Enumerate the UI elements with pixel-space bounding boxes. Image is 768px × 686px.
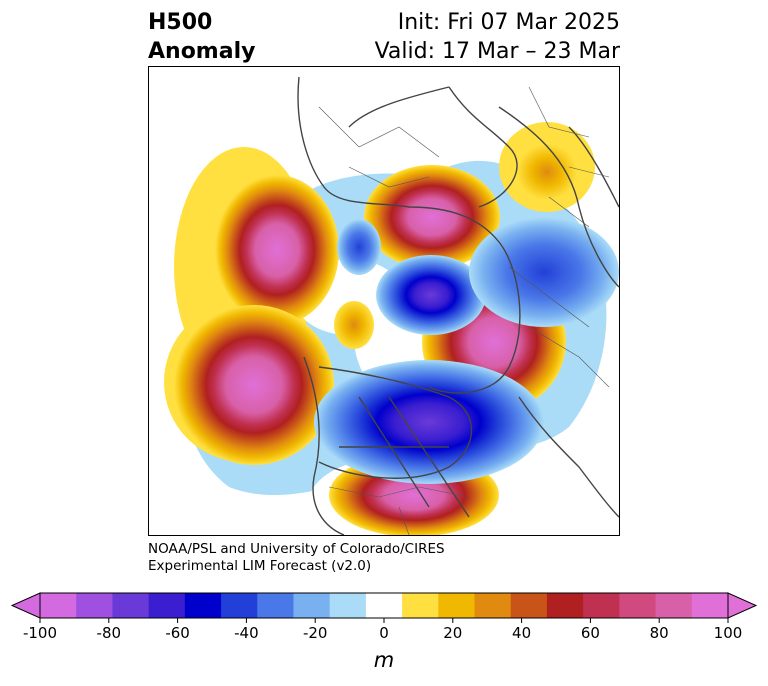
anomaly-map	[148, 66, 620, 536]
colorbar-swatch	[691, 593, 729, 618]
credit-text: NOAA/PSL and University of Colorado/CIRE…	[148, 541, 445, 575]
negative-anomaly-siberia	[337, 219, 381, 275]
colorbar-tick-label: -80	[97, 624, 122, 642]
title-field: Anomaly	[148, 39, 256, 64]
valid-range: Valid: 17 Mar – 23 Mar	[374, 39, 620, 64]
positive-anomaly-arctic	[364, 165, 500, 269]
colorbar-tick-label: -100	[23, 624, 57, 642]
colorbar-swatch	[257, 593, 294, 618]
negative-anomaly-scandinavia	[469, 217, 619, 327]
colorbar-tick-label: 80	[650, 624, 669, 642]
colorbar-swatch	[329, 593, 367, 618]
colorbar-swatch	[148, 593, 186, 618]
negative-anomaly-eastern-canada	[314, 360, 544, 484]
colorbar-swatch	[583, 593, 620, 618]
colorbar-units: m	[373, 648, 395, 672]
colorbar-swatch	[40, 593, 77, 618]
colorbar-tick-label: -40	[234, 624, 259, 642]
border-lines-layer	[318, 86, 610, 535]
colorbar-tick-label: 20	[443, 624, 462, 642]
positive-anomaly-north-pacific	[174, 305, 334, 465]
anomaly-fill-layer	[164, 122, 619, 535]
colorbar-swatch	[112, 593, 150, 618]
coastlines-layer	[297, 76, 619, 535]
colorbar-swatch	[619, 593, 657, 618]
colorbar-tick-label: 100	[714, 624, 743, 642]
positive-anomaly-minor	[334, 301, 374, 349]
map-canvas	[164, 76, 619, 535]
colorbar-swatch	[402, 593, 439, 618]
colorbar-swatch	[546, 593, 584, 618]
colorbar-svg: -100 -80 -60 -40 -20 0 20 40 60 80 100	[10, 592, 758, 642]
plot-title-left: H500 Anomaly	[148, 8, 255, 66]
title-variable: H500	[148, 10, 213, 35]
colorbar-tick-label: 60	[581, 624, 600, 642]
colorbar-swatch	[221, 593, 258, 618]
colorbar-swatch	[184, 593, 222, 618]
colorbar: -100 -80 -60 -40 -20 0 20 40 60 80 100	[0, 585, 768, 685]
colorbar-swatch	[76, 593, 113, 618]
init-date: Init: Fri 07 Mar 2025	[397, 10, 620, 35]
colorbar-tick-label: 40	[512, 624, 531, 642]
colorbar-tick-label: -20	[303, 624, 328, 642]
colorbar-tick-label: 0	[379, 624, 389, 642]
colorbar-extend-low	[10, 592, 41, 619]
colorbar-swatch	[474, 593, 512, 618]
colorbar-extend-high	[727, 592, 758, 619]
negative-anomaly-arctic-ocean	[376, 255, 486, 335]
positive-anomaly-west-pacific	[215, 175, 339, 325]
plot-title-right: Init: Fri 07 Mar 2025 Valid: 17 Mar – 23…	[375, 8, 620, 66]
colorbar-tick-label: -60	[165, 624, 190, 642]
credit-line-1: NOAA/PSL and University of Colorado/CIRE…	[148, 541, 445, 557]
colorbar-swatch	[293, 593, 331, 618]
credit-line-2: Experimental LIM Forecast (v2.0)	[148, 558, 372, 574]
colorbar-swatch	[438, 593, 476, 618]
colorbar-swatch	[655, 593, 693, 618]
colorbar-swatch	[365, 593, 403, 618]
colorbar-swatch	[510, 593, 548, 618]
